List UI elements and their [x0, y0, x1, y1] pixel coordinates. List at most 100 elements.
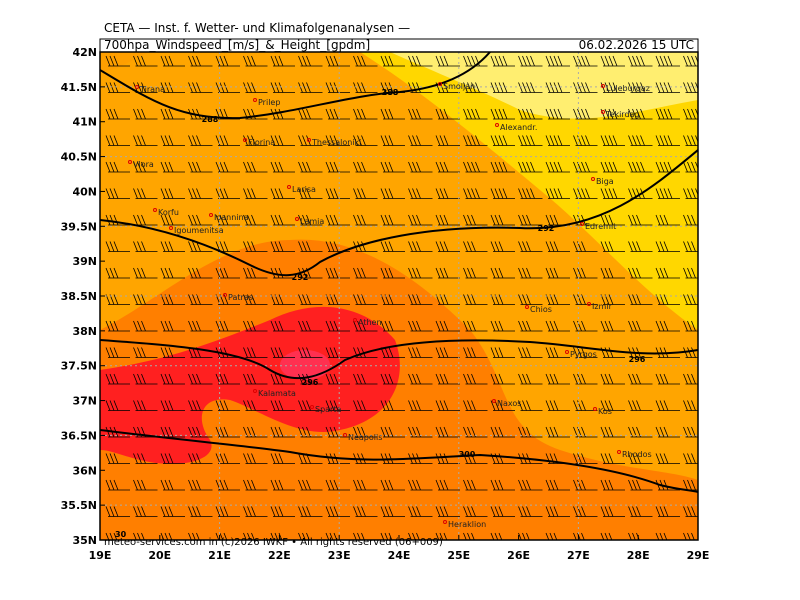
wind-barb: [628, 267, 653, 279]
wind-barb: [573, 347, 598, 358]
wind-barb: [188, 426, 213, 438]
wind-barb: [105, 532, 118, 540]
wind-barb: [628, 82, 653, 93]
wind-barb: [270, 55, 295, 67]
wind-barb: [160, 294, 185, 305]
wind-barb: [545, 161, 570, 173]
wind-barb: [380, 214, 405, 226]
wind-barb: [380, 188, 405, 199]
contour-label: 296: [629, 355, 646, 364]
city-label: Thessaloniki: [311, 138, 361, 147]
wind-barb: [353, 506, 378, 517]
wind-barb: [188, 453, 213, 464]
wind-barb: [133, 267, 158, 279]
wind-barb: [545, 267, 570, 279]
wind-barb: [105, 108, 130, 120]
wind-barb: [490, 426, 515, 438]
wind-barb: [435, 82, 460, 93]
wind-barb: [160, 347, 185, 358]
city-marker: [495, 123, 499, 127]
wind-barb: [133, 294, 158, 305]
wind-barb: [408, 373, 433, 385]
wind-barb: [490, 161, 515, 173]
wind-barb: [243, 373, 268, 385]
wind-barb: [628, 161, 653, 173]
city-label: Pyrgos: [570, 350, 597, 359]
wind-barb: [628, 188, 653, 199]
city-label: Florina: [248, 138, 275, 147]
wind-barb: [160, 108, 185, 120]
wind-barb: [215, 400, 240, 411]
wind-barb: [490, 188, 515, 199]
corner-label: 30: [115, 530, 127, 539]
wind-barb: [353, 108, 378, 120]
lon-label: 28E: [627, 549, 650, 562]
wind-barb: [298, 55, 323, 67]
city-label: Larisa: [292, 185, 316, 194]
wind-barb: [490, 453, 515, 464]
wind-barb: [243, 347, 268, 358]
wind-barb: [215, 267, 240, 279]
wind-barb: [573, 188, 598, 199]
city-label: Biga: [596, 177, 614, 186]
wind-barb: [518, 426, 543, 438]
city-label: Kos: [598, 407, 612, 416]
lon-label: 19E: [89, 549, 112, 562]
lat-label: 40N: [72, 185, 97, 198]
wind-barb: [463, 479, 488, 491]
city-marker: [307, 138, 311, 142]
contour-292: [100, 149, 698, 277]
wind-barb: [215, 161, 240, 173]
lon-label: 24E: [388, 549, 411, 562]
wind-barb: [160, 214, 185, 226]
wind-barb: [545, 55, 570, 67]
wind-barb: [655, 426, 680, 438]
wind-barb: [683, 373, 698, 385]
wind-barb: [408, 294, 433, 305]
wind-barb: [380, 241, 405, 252]
wind-barb: [683, 108, 698, 120]
wind-barb: [490, 294, 515, 305]
wind-barb: [133, 214, 158, 226]
wind-barb: [683, 82, 698, 93]
wind-barb: [353, 373, 378, 385]
wind-barb: [573, 453, 598, 464]
wind-barb: [628, 479, 653, 491]
lon-label: 21E: [208, 549, 231, 562]
wind-barb: [380, 320, 405, 332]
wind-barb: [353, 532, 365, 540]
wind-barb: [133, 373, 158, 385]
wind-barb: [188, 55, 213, 67]
wind-barb: [573, 135, 598, 146]
wind-barb: [215, 373, 240, 385]
wind-barb: [655, 82, 680, 93]
wind-barb: [518, 400, 543, 411]
wind-barb: [408, 82, 433, 93]
wind-barb: [435, 55, 460, 67]
wind-barb: [105, 320, 130, 332]
wind-barb: [270, 161, 295, 173]
wind-barb: [683, 506, 698, 517]
wind-barb: [518, 294, 543, 305]
wind-barb: [270, 532, 283, 540]
lat-label: 36.5N: [61, 429, 97, 442]
wind-barb: [160, 506, 185, 517]
wind-barb: [105, 161, 130, 173]
wind-barb: [105, 55, 130, 67]
wind-barb: [243, 532, 255, 540]
wind-barb: [518, 479, 543, 491]
wind-barb: [270, 82, 295, 93]
wind-barb: [133, 506, 158, 517]
wind-barb: [105, 453, 130, 464]
wind-barb: [490, 400, 515, 411]
wind-barb: [160, 241, 185, 252]
wind-barb: [545, 347, 570, 358]
wind-barb: [435, 214, 460, 226]
lat-label: 35N: [72, 534, 97, 547]
wind-barb: [600, 188, 625, 199]
wind-barb: [435, 135, 460, 146]
lat-label: 41N: [72, 116, 97, 129]
wind-barb: [133, 347, 158, 358]
wind-barb: [408, 320, 433, 332]
wind-barb: [518, 214, 543, 226]
